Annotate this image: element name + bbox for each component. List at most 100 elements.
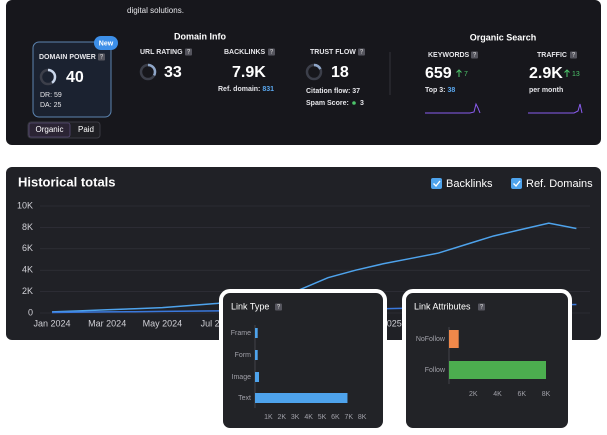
keywords-value: 659 bbox=[425, 65, 452, 82]
ref-domain-text: Ref. domain: 831 bbox=[218, 86, 274, 93]
keywords-label: KEYWORDS bbox=[428, 52, 470, 59]
da-value: 25 bbox=[54, 102, 62, 109]
domain-info-title: Domain Info bbox=[174, 31, 226, 41]
tab-organic[interactable]: Organic bbox=[35, 125, 63, 134]
x-tick-label: May 2024 bbox=[143, 318, 183, 328]
category-label: Text bbox=[238, 395, 251, 402]
help-icon bbox=[268, 48, 275, 56]
x-tick-label: 2K bbox=[278, 414, 287, 421]
x-tick-label: 5K bbox=[318, 414, 327, 421]
y-tick-label: 10K bbox=[17, 200, 33, 210]
legend-label[interactable]: Ref. Domains bbox=[526, 178, 593, 190]
url-rating-label: URL RATING bbox=[140, 49, 183, 56]
historical-title: Historical totals bbox=[18, 174, 116, 189]
x-tick-label: Mar 2024 bbox=[88, 318, 126, 328]
spam-value: 3 bbox=[360, 100, 364, 107]
bar bbox=[255, 350, 258, 360]
help-icon bbox=[358, 48, 365, 56]
backlinks-value: 7.9K bbox=[232, 64, 266, 81]
new-badge-text: New bbox=[99, 40, 114, 47]
legend-check[interactable] bbox=[513, 180, 521, 188]
traffic-period: per month bbox=[529, 87, 563, 94]
legend-check[interactable] bbox=[433, 180, 441, 188]
gauge-arc bbox=[139, 63, 157, 81]
help-icon-text: ? bbox=[473, 53, 477, 59]
x-tick-label: 8K bbox=[358, 414, 367, 421]
help-icon bbox=[98, 53, 105, 61]
category-label: NoFollow bbox=[416, 336, 446, 343]
ref-domain-value: 831 bbox=[262, 86, 274, 93]
y-tick-label: 6K bbox=[22, 243, 33, 253]
help-icon-text: ? bbox=[270, 50, 274, 56]
ref-domain-label: Ref. domain: bbox=[218, 86, 260, 93]
keywords-change: 7 bbox=[464, 71, 468, 78]
legend-checkbox[interactable] bbox=[431, 178, 442, 189]
x-tick-label: 1K bbox=[264, 414, 273, 421]
dr-label: DR: bbox=[40, 92, 52, 99]
y-tick-label: 2K bbox=[22, 286, 33, 296]
link-attributes-card bbox=[402, 289, 572, 432]
bar bbox=[255, 393, 348, 403]
y-tick-label: 8K bbox=[22, 222, 33, 232]
x-tick-label: 8K bbox=[542, 391, 551, 398]
link-attributes-title: Link Attributes bbox=[414, 301, 471, 311]
traffic-value: 2.9K bbox=[529, 65, 563, 82]
help-icon-text: ? bbox=[277, 305, 281, 311]
x-tick-label: 3K bbox=[291, 414, 300, 421]
legend-label[interactable]: Backlinks bbox=[446, 178, 493, 190]
help-icon bbox=[478, 303, 485, 311]
category-label: Image bbox=[232, 374, 252, 381]
top3-text: Top 3: 38 bbox=[425, 87, 455, 94]
gauge-arc bbox=[39, 68, 57, 86]
bar bbox=[449, 330, 459, 348]
keywords-sparkline bbox=[425, 102, 481, 114]
help-icon bbox=[275, 303, 282, 311]
x-tick-label: Jul 2024 bbox=[201, 318, 235, 328]
help-icon-text: ? bbox=[100, 55, 104, 61]
bar bbox=[255, 372, 260, 382]
category-label: Form bbox=[235, 352, 252, 359]
url-rating-value: 33 bbox=[164, 64, 182, 81]
trust-flow-label: TRUST FLOW bbox=[310, 49, 356, 56]
dr-value: 59 bbox=[54, 92, 62, 99]
bar bbox=[255, 328, 258, 338]
x-tick-label: Jan 2024 bbox=[33, 318, 70, 328]
x-tick-label: 4K bbox=[304, 414, 313, 421]
link-type-card bbox=[219, 289, 387, 432]
top3-label: Top 3: bbox=[425, 87, 445, 94]
domain-power-label: DOMAIN POWER bbox=[39, 54, 96, 61]
intro-text: digital solutions. bbox=[127, 6, 184, 15]
up-arrow bbox=[456, 69, 462, 77]
help-icon-text: ? bbox=[360, 50, 364, 56]
domain-power-value: 40 bbox=[66, 69, 84, 86]
help-icon bbox=[471, 51, 478, 59]
top3-value: 38 bbox=[447, 87, 455, 94]
da-label: DA: bbox=[40, 102, 52, 109]
spam-label: Spam Score: bbox=[306, 100, 349, 107]
category-label: Follow bbox=[425, 367, 446, 374]
x-tick-label: 4K bbox=[493, 391, 502, 398]
up-arrow bbox=[564, 69, 570, 77]
traffic-change: 13 bbox=[572, 71, 580, 78]
bar bbox=[449, 361, 546, 379]
trust-flow-value: 18 bbox=[331, 64, 349, 81]
help-icon-text: ? bbox=[187, 50, 191, 56]
x-tick-label: 6K bbox=[517, 391, 526, 398]
y-tick-label: 0 bbox=[28, 307, 33, 317]
tab-active[interactable] bbox=[28, 122, 71, 138]
tab-paid[interactable]: Paid bbox=[78, 125, 94, 134]
da-text: DA: 25 bbox=[40, 102, 62, 109]
category-label: Frame bbox=[231, 330, 251, 337]
traffic-label: TRAFFIC bbox=[537, 52, 567, 59]
help-icon-text: ? bbox=[480, 305, 484, 311]
help-icon bbox=[185, 48, 192, 56]
citation-text: Citation flow: 37 bbox=[306, 88, 360, 95]
help-icon bbox=[570, 51, 577, 59]
citation-label: Citation flow: bbox=[306, 88, 350, 95]
x-tick-label: 7K bbox=[345, 414, 354, 421]
citation-value: 37 bbox=[352, 88, 360, 95]
x-tick-label: 6K bbox=[331, 414, 340, 421]
link-type-title: Link Type bbox=[231, 301, 269, 311]
legend-checkbox[interactable] bbox=[511, 178, 522, 189]
y-tick-label: 4K bbox=[22, 265, 33, 275]
